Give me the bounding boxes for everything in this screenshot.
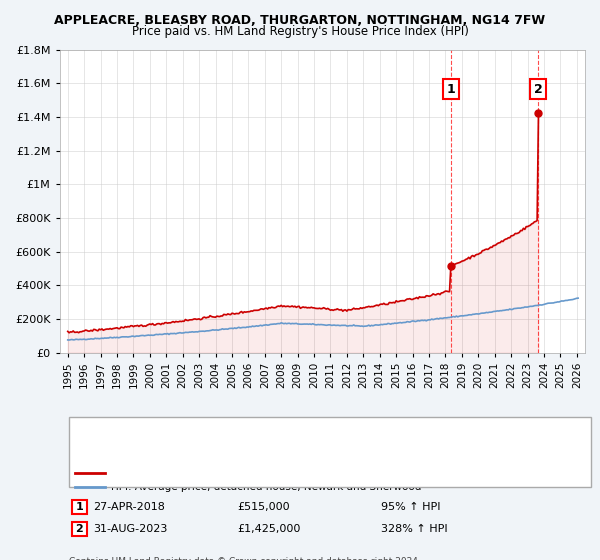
Text: APPLEACRE, BLEASBY ROAD, THURGARTON, NOTTINGHAM, NG14 7FW: APPLEACRE, BLEASBY ROAD, THURGARTON, NOT… [55,14,545,27]
Text: £515,000: £515,000 [237,502,290,512]
Text: £1,425,000: £1,425,000 [237,524,301,534]
Text: APPLEACRE, BLEASBY ROAD, THURGARTON, NOTTINGHAM, NG14 7FW (detached house: APPLEACRE, BLEASBY ROAD, THURGARTON, NOT… [111,467,566,477]
Text: Contains HM Land Registry data © Crown copyright and database right 2024.: Contains HM Land Registry data © Crown c… [69,557,421,560]
Text: Price paid vs. HM Land Registry's House Price Index (HPI): Price paid vs. HM Land Registry's House … [131,25,469,38]
Text: HPI: Average price, detached house, Newark and Sherwood: HPI: Average price, detached house, Newa… [111,482,421,492]
Text: 31-AUG-2023: 31-AUG-2023 [93,524,167,534]
Text: 328% ↑ HPI: 328% ↑ HPI [381,524,448,534]
Text: 1: 1 [446,83,455,96]
Text: 2: 2 [534,83,543,96]
Text: 95% ↑ HPI: 95% ↑ HPI [381,502,440,512]
Text: 1: 1 [76,502,83,512]
Text: 27-APR-2018: 27-APR-2018 [93,502,165,512]
Text: 2: 2 [76,524,83,534]
